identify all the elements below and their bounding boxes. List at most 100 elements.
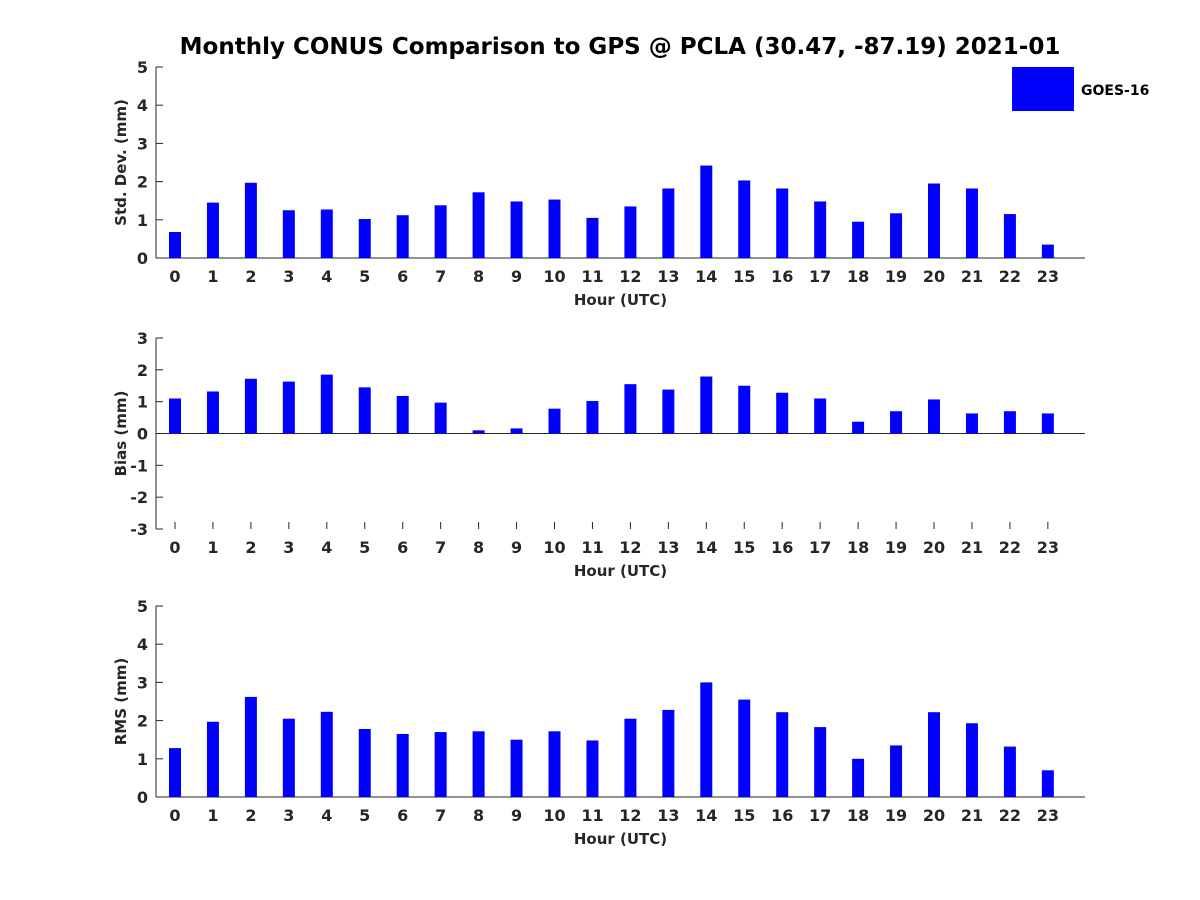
- x-tick-label: 8: [473, 806, 484, 825]
- x-axis-label: Hour (UTC): [574, 830, 667, 848]
- x-tick-label: 15: [733, 538, 755, 557]
- x-tick-label: 0: [169, 267, 180, 286]
- y-tick-label: 1: [137, 750, 148, 769]
- bar: [206, 721, 219, 797]
- bar: [169, 398, 181, 434]
- x-tick-label: 2: [245, 806, 256, 825]
- x-tick-label: 23: [1037, 267, 1059, 286]
- x-tick-label: 12: [619, 538, 641, 557]
- x-tick-label: 17: [809, 806, 831, 825]
- bar: [510, 201, 523, 258]
- bar: [700, 165, 713, 258]
- x-tick-label: 21: [961, 806, 983, 825]
- legend-swatch: [1012, 67, 1074, 111]
- bar: [738, 385, 751, 434]
- bar: [548, 408, 561, 434]
- bar: [852, 421, 865, 434]
- x-tick-label: 8: [473, 538, 484, 557]
- x-tick-label: 13: [657, 538, 679, 557]
- y-axis-label: RMS (mm): [112, 658, 130, 745]
- bar: [244, 696, 257, 797]
- bar: [1041, 413, 1054, 434]
- x-tick-label: 22: [999, 267, 1021, 286]
- bar: [928, 183, 940, 258]
- bar: [776, 392, 789, 434]
- x-tick-label: 19: [885, 267, 907, 286]
- y-tick-label: 3: [137, 329, 148, 348]
- bar: [700, 376, 713, 434]
- bar: [776, 188, 789, 258]
- bar: [358, 387, 371, 434]
- y-tick-label: 4: [137, 635, 148, 654]
- x-tick-label: 7: [435, 806, 446, 825]
- x-tick-label: 9: [511, 267, 522, 286]
- bar: [244, 378, 257, 434]
- x-tick-label: 19: [885, 538, 907, 557]
- y-tick-label: -2: [130, 488, 148, 507]
- bar: [814, 201, 827, 258]
- x-tick-label: 10: [543, 538, 565, 557]
- x-tick-label: 18: [847, 538, 869, 557]
- bar: [662, 709, 675, 797]
- bar: [396, 733, 409, 797]
- x-tick-label: 23: [1037, 538, 1059, 557]
- x-tick-label: 12: [619, 806, 641, 825]
- bar: [738, 180, 751, 258]
- x-tick-label: 7: [435, 538, 446, 557]
- bar: [1041, 244, 1054, 258]
- x-tick-label: 21: [961, 538, 983, 557]
- bar: [965, 188, 978, 258]
- x-tick-label: 18: [847, 806, 869, 825]
- bar: [965, 413, 978, 434]
- x-tick-label: 3: [283, 267, 294, 286]
- bar: [662, 389, 675, 434]
- bar: [890, 213, 903, 258]
- chart-title: Monthly CONUS Comparison to GPS @ PCLA (…: [180, 34, 1061, 60]
- bar: [358, 219, 371, 258]
- x-tick-label: 11: [581, 267, 603, 286]
- x-tick-label: 14: [695, 806, 717, 825]
- bar: [776, 712, 789, 797]
- bar: [586, 217, 599, 258]
- x-tick-label: 14: [695, 538, 717, 557]
- bar: [700, 682, 713, 797]
- bar: [586, 401, 599, 434]
- x-tick-label: 20: [923, 806, 945, 825]
- bar: [472, 430, 485, 434]
- bar: [548, 199, 561, 258]
- x-tick-label: 3: [283, 538, 294, 557]
- bar: [169, 232, 181, 258]
- bar: [662, 188, 675, 258]
- x-tick-label: 6: [397, 806, 408, 825]
- x-tick-label: 13: [657, 806, 679, 825]
- x-tick-label: 4: [321, 267, 332, 286]
- bar: [890, 745, 903, 797]
- x-tick-label: 10: [543, 267, 565, 286]
- x-axis-label: Hour (UTC): [574, 291, 667, 309]
- bar: [928, 712, 940, 797]
- x-tick-label: 20: [923, 538, 945, 557]
- x-tick-label: 7: [435, 267, 446, 286]
- x-tick-label: 0: [169, 806, 180, 825]
- y-tick-label: -1: [130, 456, 148, 475]
- x-tick-label: 11: [581, 806, 603, 825]
- bar: [624, 384, 637, 434]
- x-tick-label: 11: [581, 538, 603, 557]
- y-tick-label: -3: [130, 520, 148, 539]
- y-tick-label: 3: [137, 673, 148, 692]
- x-tick-label: 4: [321, 538, 332, 557]
- bar: [624, 206, 637, 258]
- x-tick-label: 5: [359, 267, 370, 286]
- x-tick-label: 1: [207, 806, 218, 825]
- x-tick-label: 16: [771, 267, 793, 286]
- y-tick-label: 1: [137, 393, 148, 412]
- x-tick-label: 6: [397, 538, 408, 557]
- x-tick-label: 16: [771, 538, 793, 557]
- bar: [282, 718, 295, 797]
- x-tick-label: 1: [207, 538, 218, 557]
- bar: [169, 748, 181, 797]
